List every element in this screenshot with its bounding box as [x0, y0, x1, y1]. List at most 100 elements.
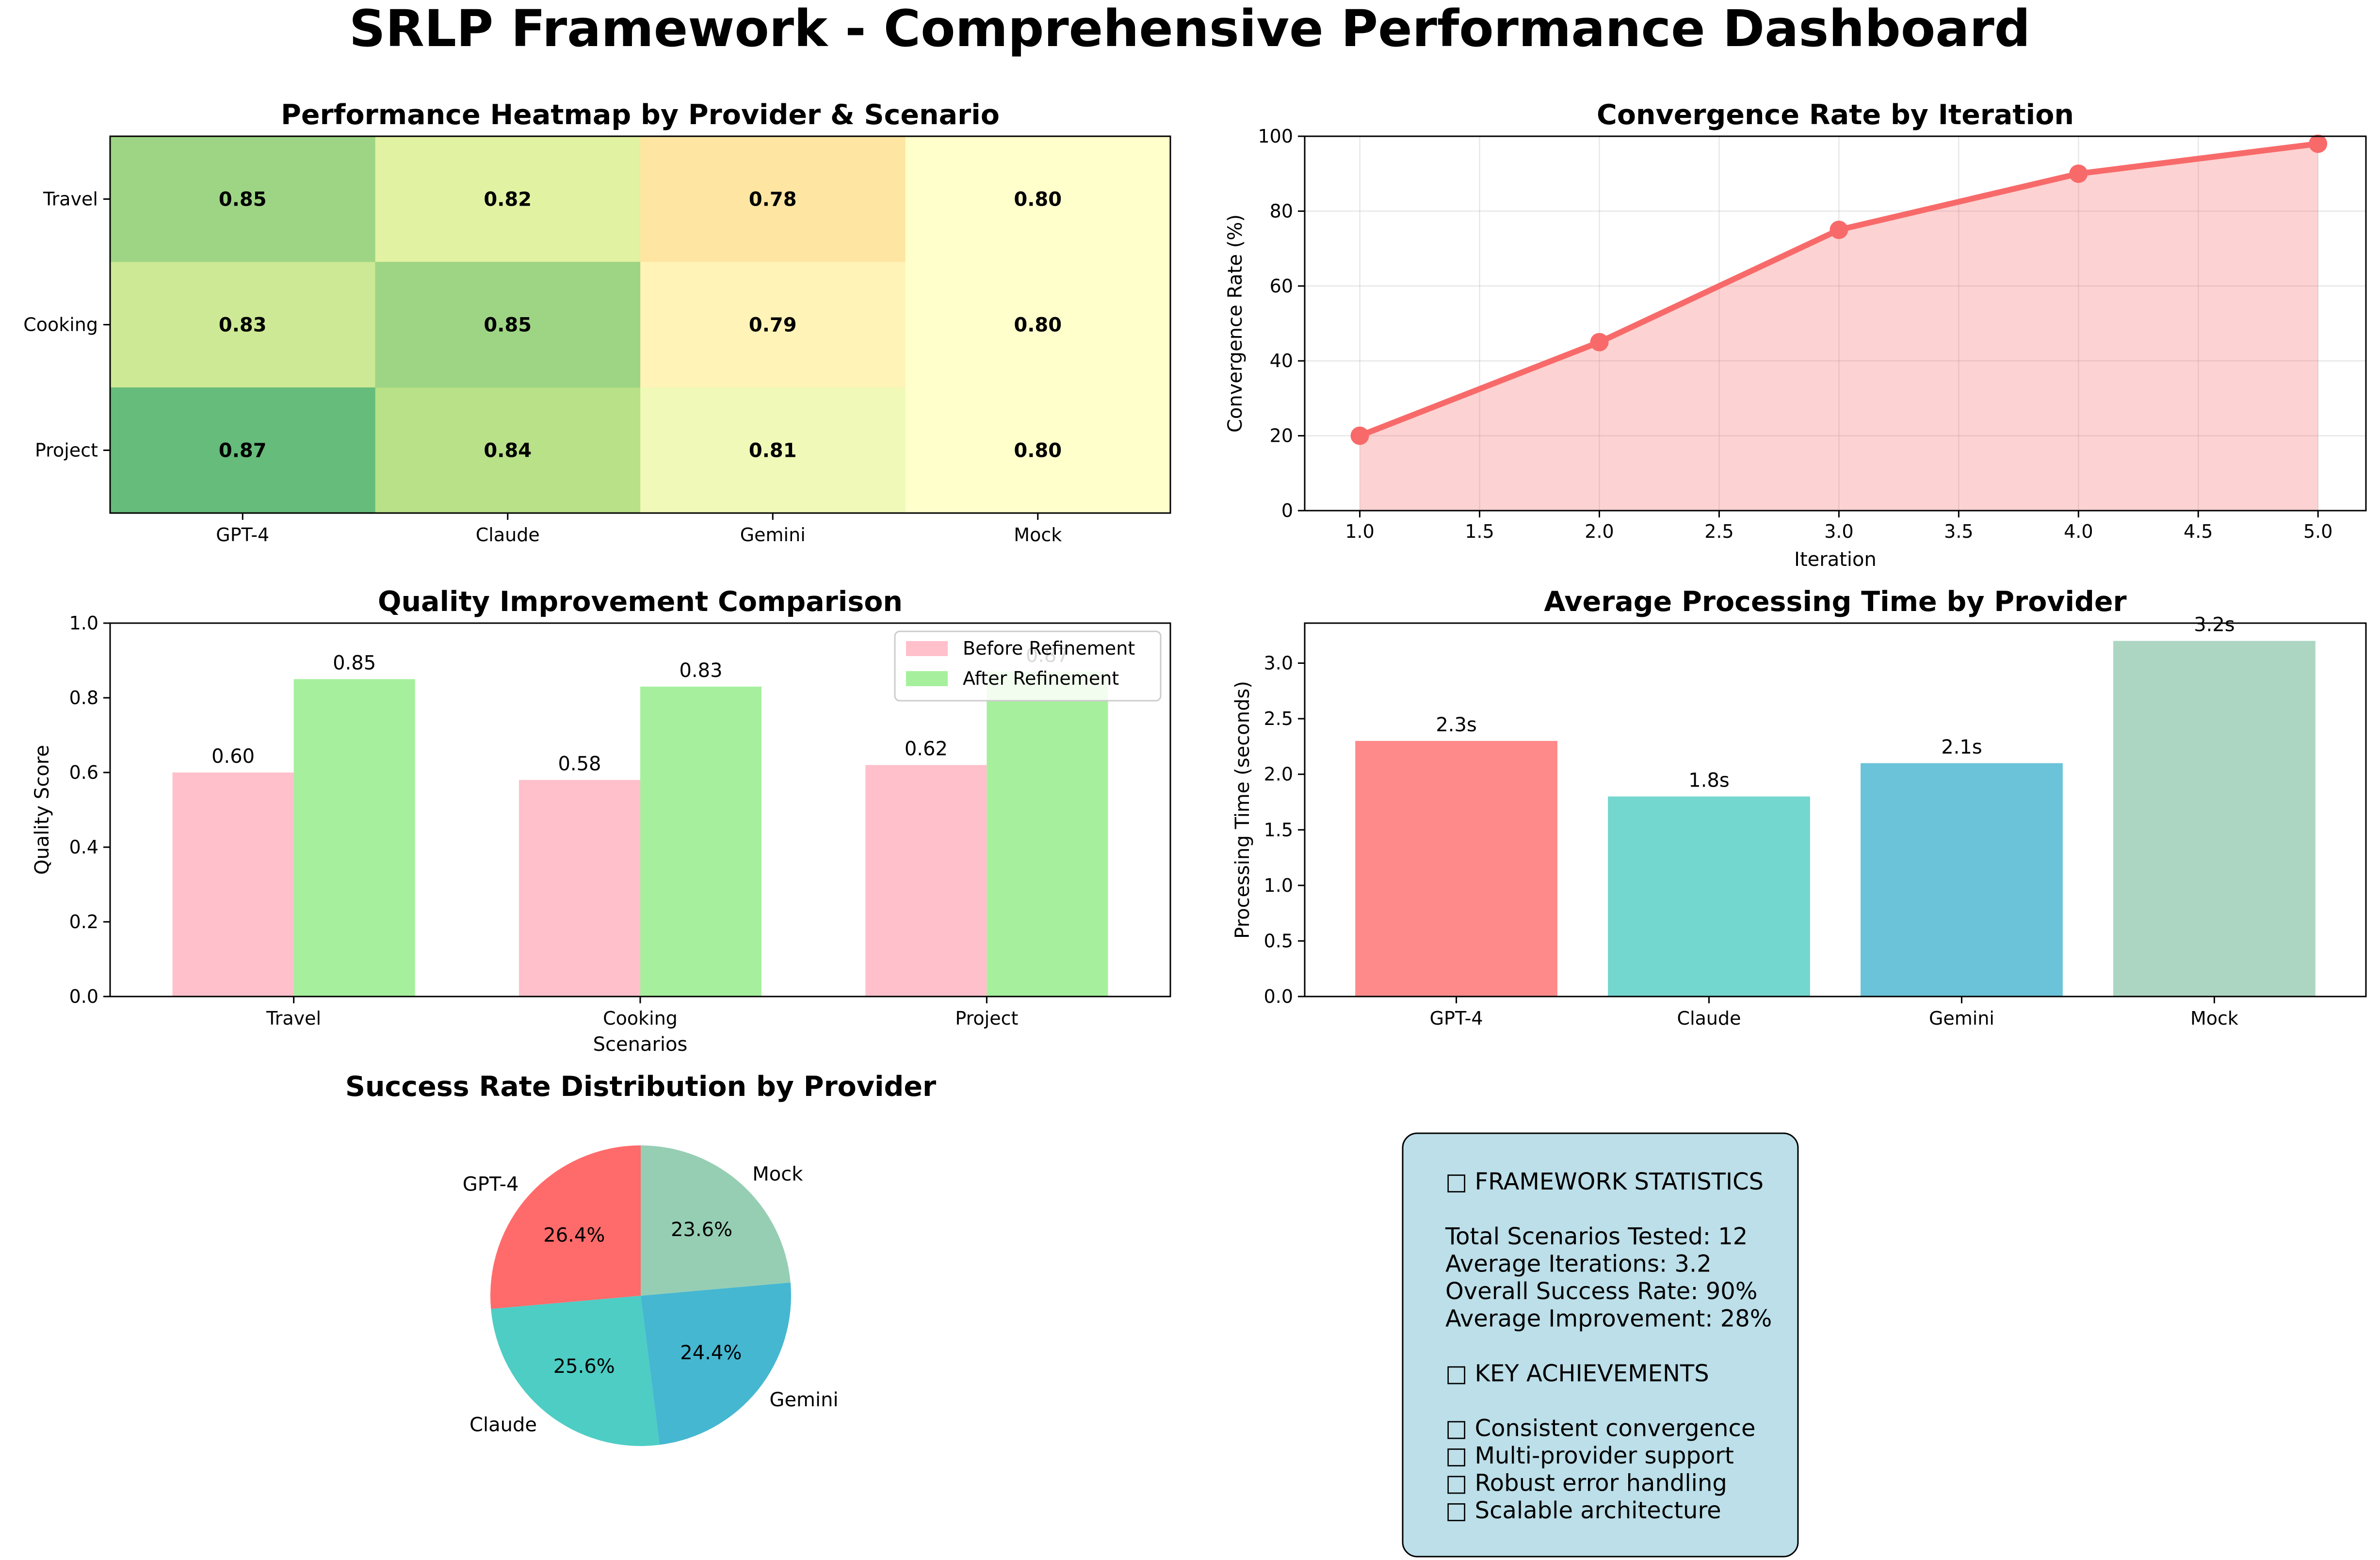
heatmap-cell-label: 0.85 [484, 314, 532, 337]
quality-x-tick-label: Project [955, 1008, 1018, 1029]
convergence-x-tick-label: 1.0 [1345, 521, 1374, 542]
heatmap-y-tick-label: Cooking [23, 314, 98, 336]
quality-bar [518, 780, 640, 997]
heatmap-x-tick-label: Gemini [740, 524, 806, 546]
heatmap-cell [640, 387, 906, 514]
convergence-x-tick-label: 2.5 [1704, 521, 1733, 542]
processing-bar-label: 2.3s [1436, 714, 1476, 736]
heatmap-cell-label: 0.83 [219, 314, 267, 337]
quality-y-tick-label: 0.4 [69, 836, 98, 858]
heatmap-cell-label: 0.80 [1014, 440, 1062, 462]
heatmap-cell [110, 387, 375, 514]
stats-line: □ Robust error handling [1445, 1470, 1727, 1497]
quality-bar-label: 0.60 [211, 745, 255, 768]
pie-slice-label: Claude [470, 1414, 537, 1436]
quality-legend-swatch [906, 641, 948, 656]
stats-line: □ Consistent convergence [1445, 1415, 1755, 1442]
heatmap-cell-label: 0.80 [1014, 314, 1062, 337]
convergence-y-tick-label: 40 [1270, 350, 1293, 371]
convergence-y-tick-label: 80 [1270, 200, 1293, 222]
heatmap-title: Performance Heatmap by Provider & Scenar… [281, 99, 1000, 131]
convergence-title: Convergence Rate by Iteration [1597, 99, 2074, 131]
heatmap-y-tick-label: Travel [43, 189, 98, 210]
pie-slice [641, 1145, 791, 1296]
convergence-y-tick-label: 100 [1258, 126, 1293, 147]
processing-y-tick-label: 0.0 [1264, 986, 1293, 1007]
convergence-x-tick-label: 5.0 [2303, 521, 2332, 542]
heatmap-cell-label: 0.81 [749, 440, 797, 462]
heatmap-x-tick-label: Mock [1014, 524, 1062, 546]
quality-legend-label: After Refinement [963, 668, 1119, 689]
quality-y-tick-label: 0.8 [69, 687, 98, 708]
processing-bar [1355, 740, 1557, 997]
convergence-y-tick-label: 60 [1270, 275, 1293, 297]
heatmap-y-tick-label: Project [35, 440, 98, 461]
quality-x-tick-label: Cooking [603, 1008, 678, 1029]
convergence-frame [1304, 135, 2367, 512]
heatmap-x-tick-label: Claude [476, 524, 540, 546]
heatmap-cell [375, 262, 641, 388]
convergence-y-tick-label: 0 [1281, 500, 1293, 521]
convergence-point [2069, 164, 2088, 183]
quality-y-tick-label: 0.2 [69, 911, 98, 933]
processing-y-tick-label: 1.5 [1264, 819, 1293, 840]
convergence-x-tick-label: 3.5 [1944, 521, 1973, 542]
convergence-x-label: Iteration [1794, 548, 1877, 571]
quality-x-label: Scenarios [593, 1033, 688, 1056]
quality-title: Quality Improvement Comparison [378, 586, 903, 618]
stats-line: □ KEY ACHIEVEMENTS [1445, 1360, 1709, 1387]
heatmap-cell [110, 262, 375, 388]
stats-line: Average Improvement: 28% [1445, 1305, 1772, 1333]
heatmap-cell [375, 387, 641, 514]
stats-line: Total Scenarios Tested: 12 [1445, 1223, 1748, 1250]
quality-y-tick-label: 1.0 [69, 612, 98, 634]
processing-x-tick-label: Mock [2190, 1008, 2238, 1029]
heatmap-cell-label: 0.79 [749, 314, 797, 337]
processing-x-tick-label: GPT-4 [1430, 1008, 1483, 1029]
processing-bar [1608, 796, 1810, 997]
heatmap-cell-label: 0.78 [749, 189, 797, 211]
quality-y-label: Quality Score [31, 745, 53, 875]
quality-bar [865, 765, 987, 997]
quality-legend-label: Before Refinement [963, 638, 1135, 659]
processing-bar-label: 3.2s [2194, 614, 2234, 636]
pie-slice [641, 1282, 791, 1445]
quality-legend: Before Refinement After Refinement [894, 630, 1162, 702]
processing-y-tick-label: 2.0 [1264, 764, 1293, 785]
pie-slice [491, 1296, 660, 1446]
quality-bar [293, 679, 415, 997]
quality-x-tick-label: Travel [266, 1008, 321, 1029]
heatmap-cell-label: 0.85 [219, 189, 267, 211]
quality-bar [172, 772, 294, 997]
convergence-x-tick-label: 2.0 [1585, 521, 1614, 542]
processing-y-label: Processing Time (seconds) [1231, 681, 1254, 939]
processing-x-tick-label: Claude [1677, 1008, 1741, 1029]
pie-slice [490, 1145, 641, 1309]
quality-legend-box [894, 630, 1162, 702]
heatmap-cell [640, 262, 906, 388]
quality-bar-label: 0.83 [679, 659, 722, 682]
quality-frame [109, 622, 1171, 997]
processing-y-tick-label: 0.5 [1264, 930, 1293, 951]
heatmap-cell [375, 136, 641, 262]
heatmap-x-tick-label: GPT-4 [216, 524, 269, 546]
pie-percent-label: 25.6% [553, 1355, 615, 1378]
pie-percent-label: 24.4% [680, 1342, 742, 1364]
processing-bar [1861, 763, 2063, 997]
pie-slice-label: Gemini [769, 1389, 838, 1411]
processing-frame [1304, 622, 2367, 997]
pie-panel: Success Rate Distribution by Provider 26.… [345, 1071, 936, 1446]
convergence-y-tick-label: 20 [1270, 425, 1293, 447]
heatmap-cell-label: 0.87 [219, 440, 267, 462]
quality-bar-label: 0.58 [558, 753, 601, 775]
heatmap-cell-label: 0.84 [484, 440, 532, 462]
heatmap-cell [905, 387, 1171, 514]
heatmap-cell [905, 262, 1171, 388]
quality-bar [640, 686, 762, 997]
quality-panel: Quality Improvement Comparison 0.60 0.58 0.… [31, 586, 1171, 1056]
pie-slice-label: Mock [752, 1163, 803, 1186]
heatmap-cell-label: 0.82 [484, 189, 532, 211]
heatmap-panel: Performance Heatmap by Provider & Scenar… [23, 99, 1171, 546]
pie-percent-label: 26.4% [543, 1224, 605, 1246]
quality-y-tick-label: 0.0 [69, 986, 98, 1007]
